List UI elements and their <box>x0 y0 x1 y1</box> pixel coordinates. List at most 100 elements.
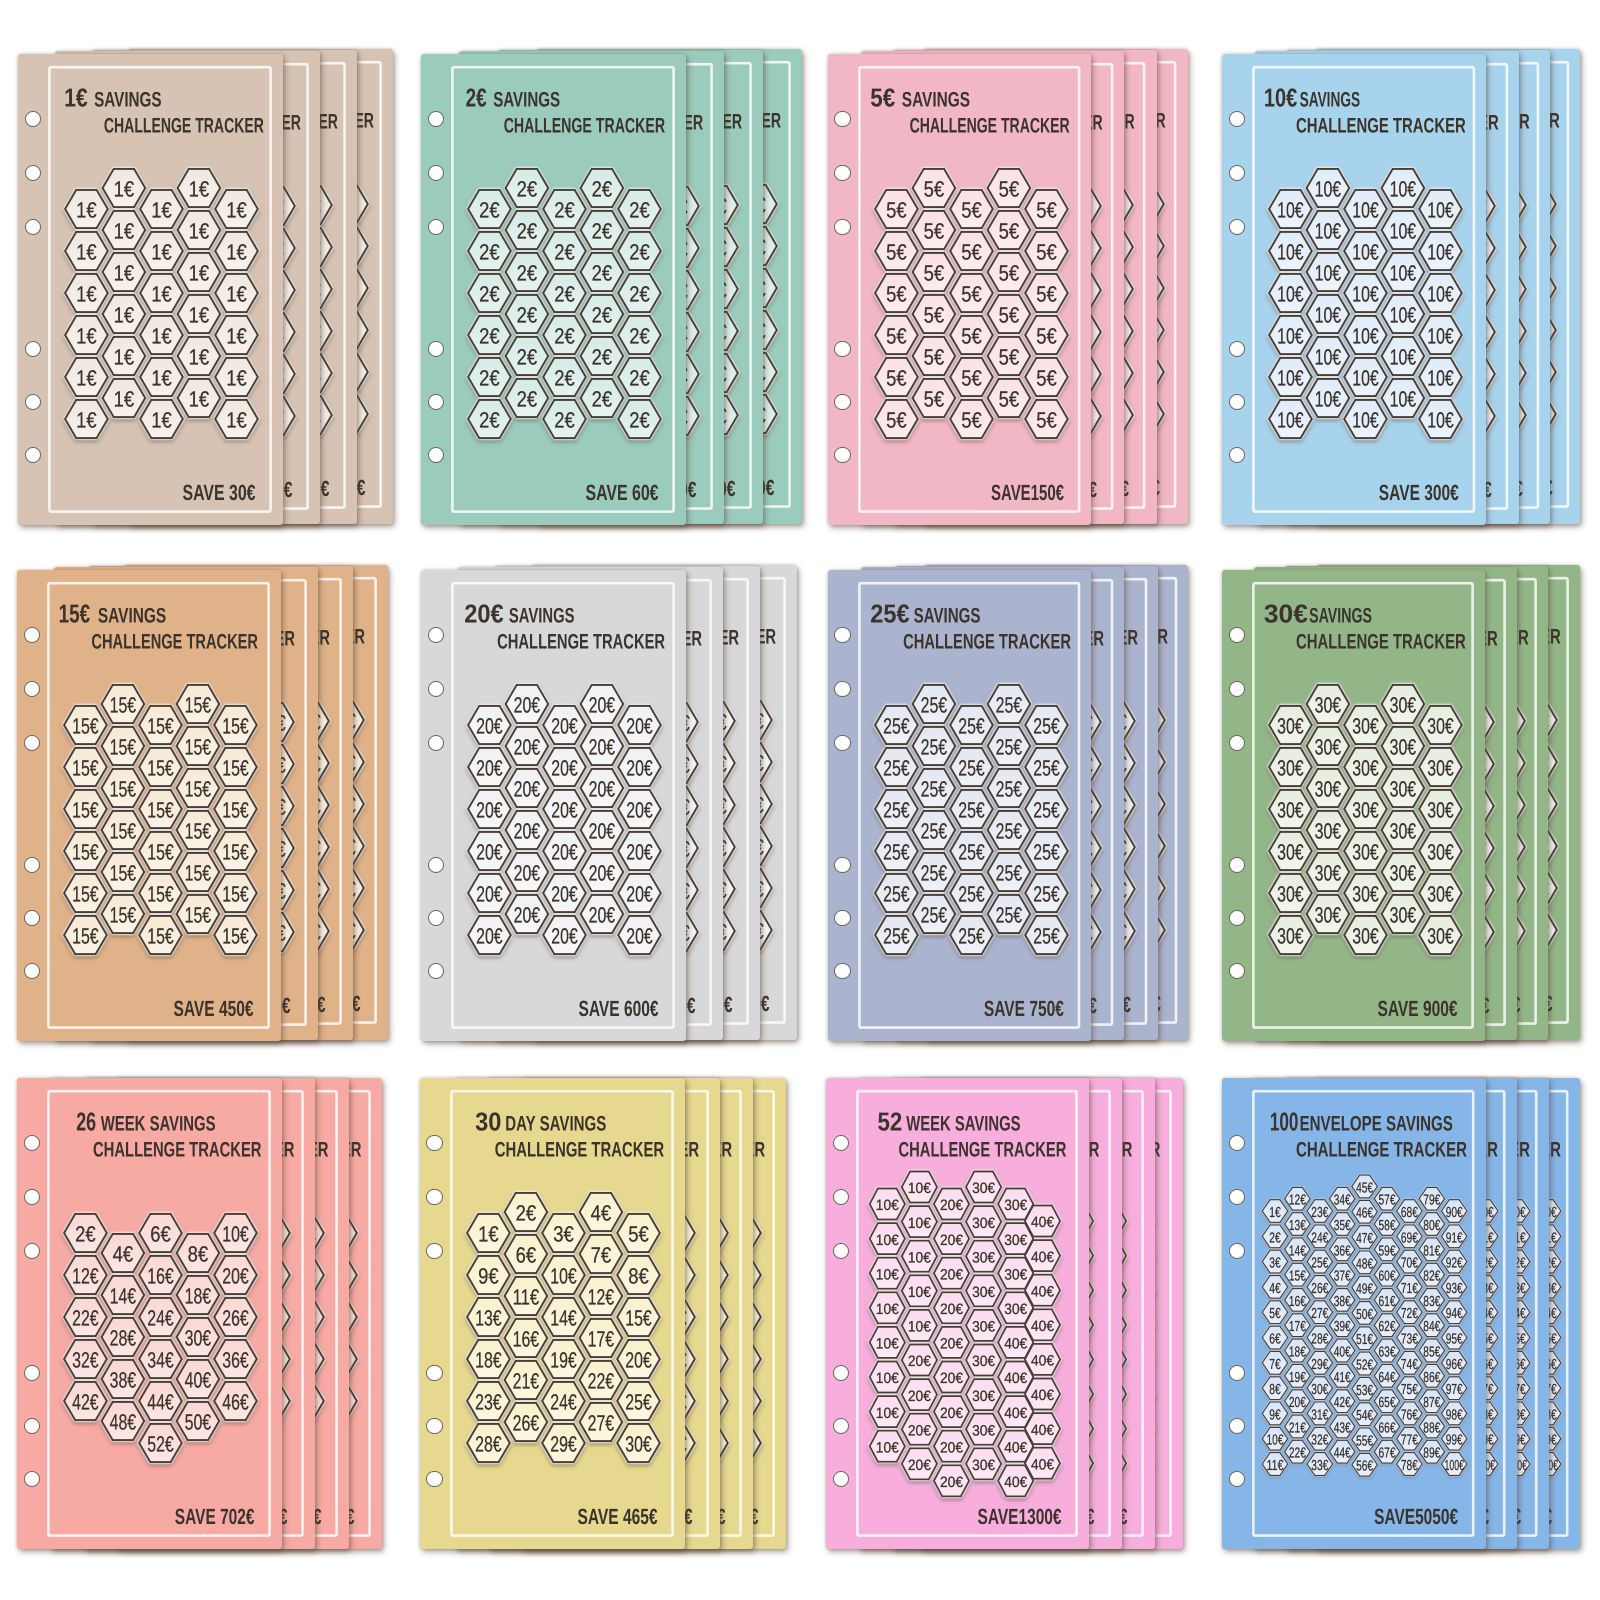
svg-text:53€: 53€ <box>1356 1383 1373 1399</box>
svg-text:76€: 76€ <box>1401 1407 1418 1423</box>
svg-text:SAVE 300€: SAVE 300€ <box>1379 480 1459 505</box>
svg-text:52: 52 <box>878 1107 903 1137</box>
svg-text:1€: 1€ <box>226 324 247 349</box>
svg-text:15€: 15€ <box>625 1306 652 1331</box>
svg-text:30€: 30€ <box>1390 903 1417 928</box>
svg-text:30€: 30€ <box>1427 756 1454 781</box>
svg-text:10€: 10€ <box>1315 261 1342 286</box>
svg-text:25€: 25€ <box>995 735 1022 760</box>
svg-text:10€: 10€ <box>1315 219 1342 244</box>
svg-text:CHALLENGE TRACKER: CHALLENGE TRACKER <box>494 1138 663 1161</box>
svg-text:5€: 5€ <box>923 303 944 328</box>
svg-text:40€: 40€ <box>1004 1336 1028 1353</box>
svg-text:62€: 62€ <box>1379 1319 1396 1335</box>
svg-text:SAVE 750€: SAVE 750€ <box>983 996 1063 1021</box>
svg-text:2€: 2€ <box>629 366 650 391</box>
svg-text:25€: 25€ <box>958 882 985 907</box>
svg-text:36€: 36€ <box>222 1348 249 1373</box>
svg-text:79€: 79€ <box>1423 1193 1440 1209</box>
svg-text:1€: 1€ <box>189 303 210 328</box>
svg-text:10€: 10€ <box>1277 324 1304 349</box>
svg-text:10€: 10€ <box>1264 83 1297 113</box>
svg-text:15€: 15€ <box>110 693 137 718</box>
svg-text:20€: 20€ <box>222 1264 249 1289</box>
svg-text:20€: 20€ <box>551 924 578 949</box>
svg-text:15€: 15€ <box>185 819 212 844</box>
svg-text:40€: 40€ <box>1004 1474 1028 1491</box>
svg-text:46€: 46€ <box>222 1390 249 1415</box>
svg-text:SAVINGS: SAVINGS <box>98 605 166 628</box>
svg-text:40€: 40€ <box>1031 1387 1055 1404</box>
svg-text:SAVINGS: SAVINGS <box>901 89 969 112</box>
svg-text:14€: 14€ <box>550 1306 577 1331</box>
svg-text:2€: 2€ <box>554 324 575 349</box>
svg-text:1€: 1€ <box>76 198 97 223</box>
svg-text:5€: 5€ <box>923 219 944 244</box>
svg-text:2€: 2€ <box>479 366 500 391</box>
svg-text:30€: 30€ <box>1427 798 1454 823</box>
svg-text:20€: 20€ <box>908 1353 932 1370</box>
svg-text:5€: 5€ <box>1269 1306 1281 1322</box>
svg-text:10€: 10€ <box>1352 408 1379 433</box>
svg-text:30€: 30€ <box>1390 819 1417 844</box>
svg-text:30€: 30€ <box>1277 714 1304 739</box>
svg-text:1€: 1€ <box>114 387 134 412</box>
svg-text:20€: 20€ <box>626 840 653 865</box>
svg-text:20€: 20€ <box>940 1266 964 1283</box>
svg-text:5€: 5€ <box>998 345 1019 370</box>
svg-text:CHALLENGE TRACKER: CHALLENGE TRACKER <box>91 630 258 653</box>
svg-text:ENVELOPE SAVINGS: ENVELOPE SAVINGS <box>1300 1113 1453 1136</box>
svg-text:30€: 30€ <box>1277 756 1304 781</box>
svg-text:25€: 25€ <box>1033 924 1060 949</box>
svg-text:SAVE150€: SAVE150€ <box>991 480 1064 505</box>
svg-text:40€: 40€ <box>1004 1439 1028 1456</box>
svg-text:25€: 25€ <box>995 903 1022 928</box>
svg-text:58€: 58€ <box>1379 1218 1396 1234</box>
svg-text:2€: 2€ <box>517 219 538 244</box>
svg-text:SAVE 465€: SAVE 465€ <box>577 1504 657 1529</box>
svg-text:30€: 30€ <box>1311 1382 1328 1398</box>
svg-text:24€: 24€ <box>550 1390 577 1415</box>
svg-text:1€: 1€ <box>189 261 210 286</box>
svg-text:27€: 27€ <box>587 1411 614 1436</box>
svg-text:99€: 99€ <box>1446 1433 1463 1449</box>
svg-text:1€: 1€ <box>151 240 172 265</box>
svg-text:30€: 30€ <box>1427 882 1454 907</box>
svg-text:19€: 19€ <box>1289 1370 1306 1386</box>
svg-text:28€: 28€ <box>475 1432 502 1457</box>
svg-text:38€: 38€ <box>1334 1294 1351 1310</box>
svg-text:16€: 16€ <box>147 1264 174 1289</box>
svg-text:1€: 1€ <box>114 219 134 244</box>
svg-text:55€: 55€ <box>1356 1433 1373 1449</box>
svg-text:15€: 15€ <box>72 924 99 949</box>
svg-text:CHALLENGE TRACKER: CHALLENGE TRACKER <box>497 630 665 653</box>
svg-text:38€: 38€ <box>110 1368 137 1393</box>
svg-text:1€: 1€ <box>64 83 88 113</box>
svg-text:81€: 81€ <box>1423 1243 1440 1259</box>
svg-text:26€: 26€ <box>512 1411 539 1436</box>
svg-text:40€: 40€ <box>1031 1283 1055 1300</box>
svg-text:30€: 30€ <box>1277 924 1304 949</box>
svg-text:56€: 56€ <box>1356 1459 1373 1475</box>
svg-text:20€: 20€ <box>514 903 541 928</box>
svg-text:10€: 10€ <box>1277 240 1304 265</box>
svg-text:72€: 72€ <box>1401 1306 1418 1322</box>
svg-text:5€: 5€ <box>1036 240 1057 265</box>
svg-text:5€: 5€ <box>886 282 907 307</box>
svg-text:30€: 30€ <box>1390 735 1417 760</box>
svg-text:1€: 1€ <box>151 324 172 349</box>
svg-text:66€: 66€ <box>1379 1420 1396 1436</box>
svg-text:21€: 21€ <box>1289 1420 1306 1436</box>
svg-text:2€: 2€ <box>517 303 538 328</box>
svg-text:25€: 25€ <box>1033 798 1060 823</box>
svg-text:30€: 30€ <box>1390 693 1417 718</box>
svg-text:5€: 5€ <box>886 240 907 265</box>
svg-text:1€: 1€ <box>76 408 97 433</box>
svg-text:74€: 74€ <box>1401 1357 1418 1373</box>
svg-text:10€: 10€ <box>1390 177 1417 202</box>
svg-text:2€: 2€ <box>517 345 538 370</box>
svg-text:10€: 10€ <box>876 1439 900 1456</box>
svg-text:10€: 10€ <box>222 1222 249 1247</box>
svg-text:1€: 1€ <box>189 177 210 202</box>
svg-text:40€: 40€ <box>1031 1353 1055 1370</box>
